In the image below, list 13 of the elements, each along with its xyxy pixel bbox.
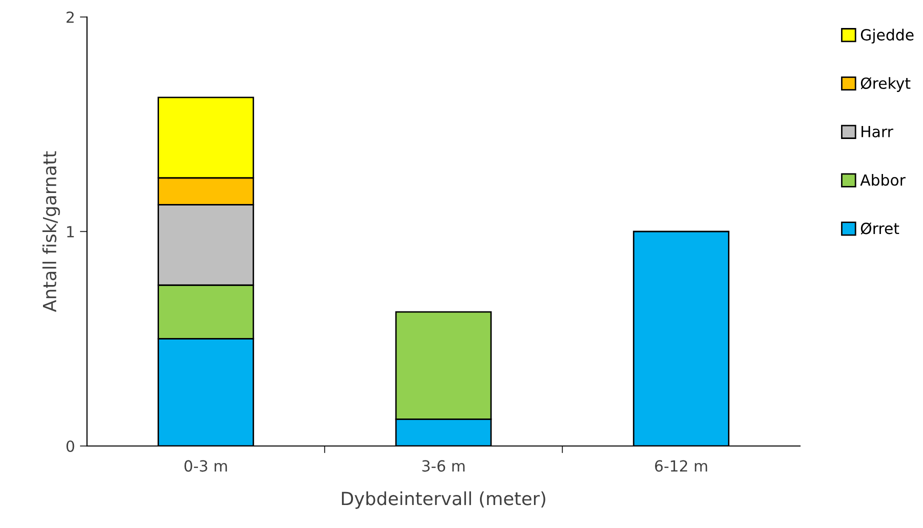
x-tick-label: 6-12 m	[655, 460, 708, 472]
legend-label: Abbor	[860, 174, 906, 186]
legend-label: Harr	[862, 126, 894, 138]
y-axis-title: Antall fisk/garnatt	[42, 151, 60, 312]
x-tick-label: 0-3 m	[184, 460, 227, 472]
legend-label: Ørret	[860, 222, 900, 234]
y-tick-label: 1	[67, 226, 74, 238]
y-tick-label: 2	[66, 11, 74, 23]
x-axis-title: Dybdeintervall (meter)	[342, 491, 546, 509]
x-tick-label: 3-6 m	[422, 460, 465, 472]
y-tick-label: 0	[66, 440, 74, 452]
legend-label: Gjedde	[860, 28, 914, 44]
legend-label: Ørekyt	[860, 77, 910, 92]
